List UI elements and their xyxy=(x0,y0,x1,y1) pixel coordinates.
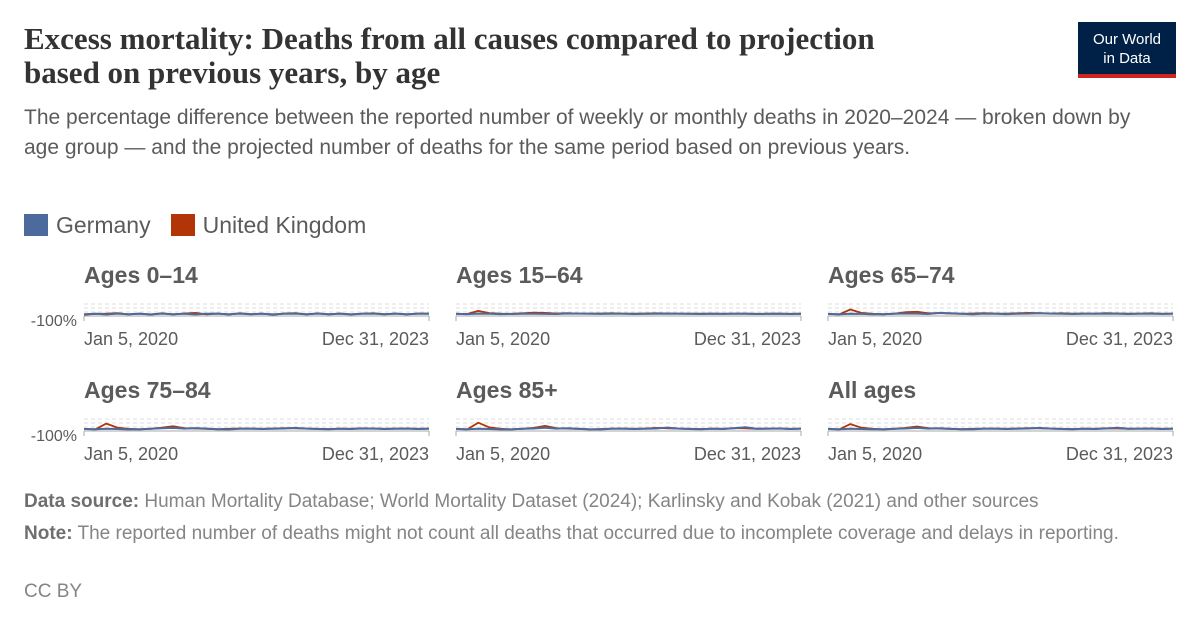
panel-2-series-germany xyxy=(455,312,802,316)
data-source: Data source: Human Mortality Database; W… xyxy=(24,489,1164,514)
owid-logo[interactable]: Our World in Data xyxy=(1078,22,1176,78)
panel-3-x-label-start: Jan 5, 2020 xyxy=(828,329,922,349)
panel-title-ages-15-64: Ages 15–64 xyxy=(456,262,583,288)
panel-4-y-tick-label: -100% xyxy=(31,428,77,445)
panel-4-x-label-start: Jan 5, 2020 xyxy=(84,444,178,464)
panel-5-series-germany xyxy=(455,426,802,431)
panel-title-ages-85-plus: Ages 85+ xyxy=(456,377,558,403)
chart-title-line-1: Excess mortality: Deaths from all causes… xyxy=(24,21,875,56)
panel-5-x-label-end: Dec 31, 2023 xyxy=(694,444,801,464)
note-text: The reported number of deaths might not … xyxy=(72,523,1119,544)
chart-title-line-2: based on previous years, by age xyxy=(24,55,441,90)
legend: Germany United Kingdom xyxy=(24,210,386,240)
legend-label-germany: Germany xyxy=(56,211,151,238)
legend-swatch-germany xyxy=(24,214,48,236)
chart-note: Note: The reported number of deaths migh… xyxy=(24,521,1164,546)
legend-item-germany[interactable]: Germany xyxy=(24,212,151,239)
panel-title-ages-75-84: Ages 75–84 xyxy=(84,377,211,403)
legend-label-united-kingdom: United Kingdom xyxy=(202,211,367,238)
logo-line-1: Our World xyxy=(1092,31,1162,48)
panel-1-series-germany xyxy=(83,312,430,316)
note-label: Note: xyxy=(24,523,73,544)
logo-line-2: in Data xyxy=(1103,50,1151,67)
panel-3-series-germany xyxy=(827,311,1174,316)
panel-1-x-label-end: Dec 31, 2023 xyxy=(322,329,429,349)
panel-3-x-label-end: Dec 31, 2023 xyxy=(1066,329,1173,349)
license[interactable]: CC BY xyxy=(24,581,83,602)
panel-2-x-label-end: Dec 31, 2023 xyxy=(694,329,801,349)
panel-title-ages-65-74: Ages 65–74 xyxy=(828,262,955,288)
panel-1-y-tick-label: -100% xyxy=(31,313,77,330)
panel-6-x-label-end: Dec 31, 2023 xyxy=(1066,444,1173,464)
legend-swatch-united-kingdom xyxy=(170,214,195,236)
legend-item-united-kingdom[interactable]: United Kingdom xyxy=(170,211,367,239)
chart-subtitle: The percentage difference between the re… xyxy=(24,106,1131,159)
panel-6-series-germany xyxy=(827,426,1174,431)
panel-5-x-label-start: Jan 5, 2020 xyxy=(456,444,550,464)
panel-title-ages-0-14: Ages 0–14 xyxy=(84,262,198,288)
panel-title-all-ages: All ages xyxy=(828,377,917,403)
panel-6-x-label-start: Jan 5, 2020 xyxy=(828,444,922,464)
data-source-text: Human Mortality Database; World Mortalit… xyxy=(139,491,1039,512)
panel-1-x-label-start: Jan 5, 2020 xyxy=(84,329,178,349)
chart-title: Excess mortality: Deaths from all causes… xyxy=(24,22,1024,90)
data-source-label: Data source: xyxy=(24,491,140,512)
panel-2-x-label-start: Jan 5, 2020 xyxy=(456,329,550,349)
panel-4-series-germany xyxy=(83,426,430,431)
panel-4-x-label-end: Dec 31, 2023 xyxy=(322,444,429,464)
